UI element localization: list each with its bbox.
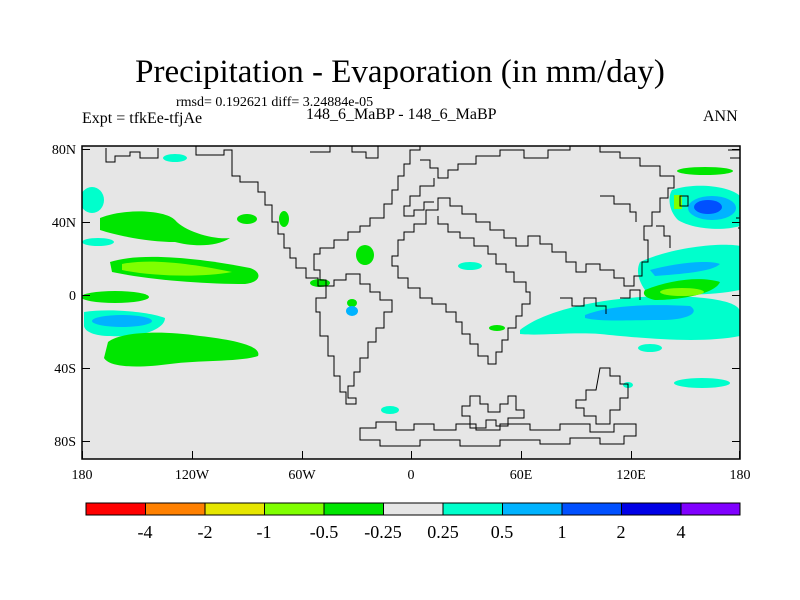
colorbar-box — [205, 503, 265, 515]
lon-tick-label: 180 — [72, 468, 93, 483]
lon-tick-label: 180 — [730, 468, 751, 483]
lat-tick-label: 40S — [54, 362, 76, 377]
anomaly-patch — [638, 344, 662, 352]
lat-tick-label: 80N — [52, 143, 76, 158]
anomaly-patch — [82, 291, 149, 303]
anomaly-patch — [237, 214, 257, 224]
anomaly-patch — [100, 211, 230, 246]
colorbar-label: -1 — [257, 522, 272, 542]
rmsd-diff-stats: rmsd= 0.192621 diff= 3.24884e-05 — [176, 95, 374, 110]
lat-ticks — [82, 149, 740, 442]
anomaly-patch — [92, 315, 152, 327]
anomaly-patch — [310, 279, 330, 287]
colorbar-label: 4 — [677, 522, 686, 542]
colorbar-box — [621, 503, 681, 515]
lon-tick-label: 60E — [510, 468, 533, 483]
colorbar-label: -4 — [138, 522, 153, 542]
coastline-eurasia-africa — [391, 146, 675, 365]
colorbar-box — [86, 503, 146, 515]
anomaly-patch — [356, 245, 374, 265]
coastline-australia-antarctica — [359, 367, 637, 447]
anomaly-patch — [458, 262, 482, 270]
lat-tick-labels: 80N 40N 0 40S 80S — [52, 143, 76, 450]
anomaly-patch — [122, 261, 232, 276]
colorbar-box — [324, 503, 384, 515]
anomaly-patch — [347, 299, 357, 307]
lat-tick-label: 80S — [54, 435, 76, 450]
anomaly-patch — [279, 211, 289, 227]
anomaly-patch — [674, 195, 682, 209]
colorbar-label: 0.5 — [491, 522, 514, 542]
lon-ticks — [82, 451, 740, 459]
anomaly-patch — [346, 306, 358, 316]
colorbar-label: -2 — [198, 522, 213, 542]
anomaly-patch — [585, 305, 694, 321]
colorbar-label: 2 — [617, 522, 626, 542]
coastline-north-europe — [403, 178, 435, 217]
colorbar-box — [264, 503, 324, 515]
colorbar-outline — [85, 502, 741, 516]
experiment-label: Expt = tfkEe-tfjAe — [82, 110, 203, 127]
colorbar-label: -0.25 — [364, 522, 402, 542]
colorbar-box — [502, 503, 562, 515]
anomaly-patch — [381, 406, 399, 414]
anomaly-patch — [694, 200, 722, 214]
colorbar-label: 1 — [558, 522, 567, 542]
anomaly-patch — [104, 332, 259, 367]
colorbar-box — [145, 503, 205, 515]
anomaly-patch — [650, 262, 720, 276]
lat-tick-label: 0 — [69, 289, 76, 304]
anomaly-layer — [82, 154, 740, 414]
plot-title: Precipitation - Evaporation (in mm/day) — [135, 54, 665, 90]
lon-tick-label: 0 — [408, 468, 415, 483]
season-label: ANN — [703, 108, 738, 125]
coastline-north-america — [105, 146, 421, 287]
colorbar-label: 0.25 — [427, 522, 459, 542]
colorbar-box — [383, 503, 443, 515]
lon-tick-label: 120E — [616, 468, 646, 483]
anomaly-patch — [163, 154, 187, 162]
anomaly-patch — [489, 325, 505, 331]
anomaly-patch — [674, 378, 730, 388]
colorbar-box — [443, 503, 503, 515]
anomaly-patch — [660, 288, 704, 296]
lat-tick-label: 40N — [52, 216, 76, 231]
anomaly-patch — [82, 187, 104, 213]
coastline-asia-east — [560, 195, 689, 314]
colorbar-box — [562, 503, 622, 515]
coastline-greenland — [310, 146, 379, 159]
anomaly-patch — [82, 238, 114, 246]
lon-tick-labels: 180 120W 60W 0 60E 120E 180 — [72, 468, 751, 483]
lon-tick-label: 120W — [175, 468, 210, 483]
anomaly-patch — [677, 167, 733, 175]
comparison-label: 148_6_MaBP - 148_6_MaBP — [306, 106, 497, 123]
colorbar-label: -0.5 — [310, 522, 339, 542]
colorbar-box — [681, 503, 740, 515]
lon-tick-label: 60W — [288, 468, 316, 483]
coastline-south-america — [315, 273, 393, 405]
colorbar: -4 -2 -1 -0.5 -0.25 0.25 0.5 1 2 4 — [85, 502, 741, 542]
